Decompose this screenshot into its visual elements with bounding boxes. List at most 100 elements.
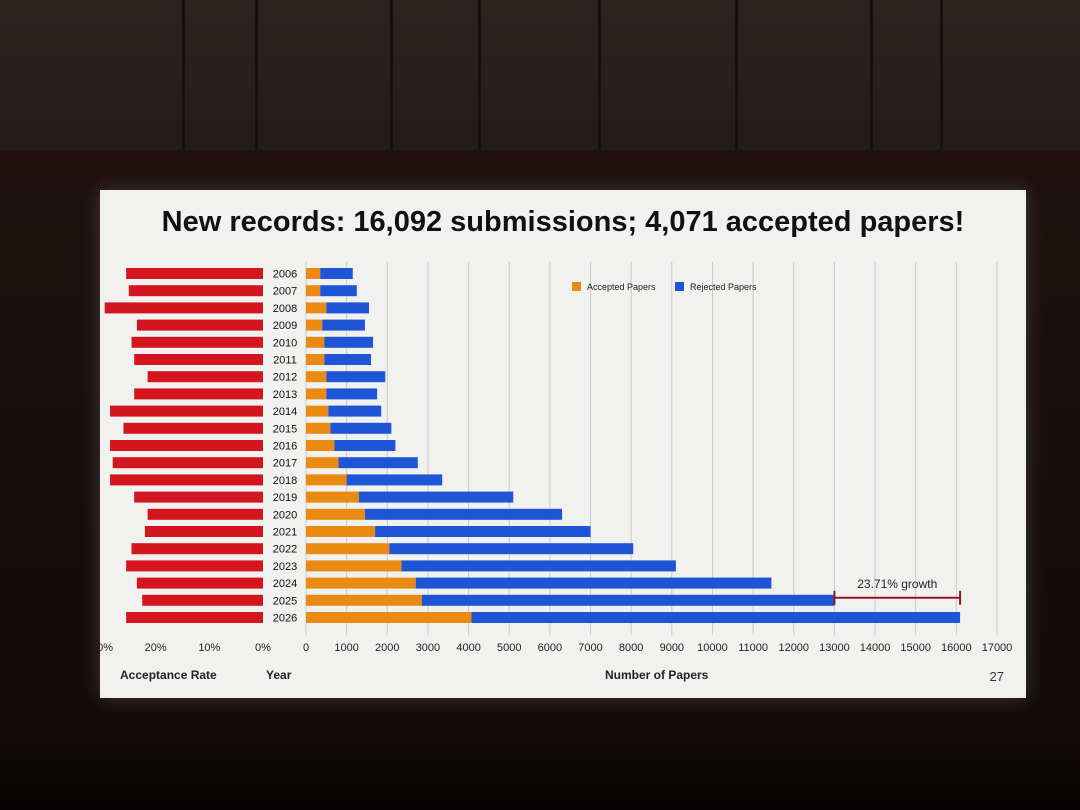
- year-label: 2020: [273, 509, 297, 521]
- presentation-slide: New records: 16,092 submissions; 4,071 a…: [100, 190, 1026, 698]
- rejected-papers-bar: [324, 354, 372, 365]
- acceptance-rate-bar: [131, 336, 263, 348]
- rate-tick-label: 0%: [255, 642, 271, 654]
- growth-annotation-label: 23.71% growth: [857, 577, 937, 591]
- acceptance-rate-bar: [136, 319, 263, 331]
- rejected-papers-bar: [389, 543, 634, 555]
- rejected-papers-bar: [358, 491, 514, 503]
- acceptance-rate-bar: [126, 268, 264, 279]
- rate-tick-label: 30%: [100, 642, 113, 654]
- papers-tick-label: 9000: [660, 642, 684, 654]
- papers-tick-label: 12000: [778, 642, 809, 654]
- ceiling-beam: [940, 0, 943, 150]
- legend-label-rejected: Rejected Papers: [690, 282, 757, 292]
- accepted-papers-bar: [306, 302, 327, 314]
- accepted-papers-bar: [306, 526, 376, 537]
- year-label: 2024: [273, 578, 297, 590]
- papers-tick-label: 16000: [941, 642, 972, 654]
- acceptance-rate-bar: [142, 594, 263, 606]
- rejected-papers-bar: [328, 405, 382, 417]
- rejected-papers-bar: [364, 508, 563, 520]
- ceiling-beam: [598, 0, 601, 150]
- accepted-papers-bar: [306, 319, 323, 331]
- acceptance-rate-bar: [134, 491, 263, 503]
- legend-swatch-accepted: [572, 282, 581, 291]
- year-label: 2015: [273, 423, 297, 435]
- rejected-papers-bar: [320, 285, 357, 297]
- rejected-papers-bar: [401, 560, 676, 572]
- year-label: 2012: [273, 372, 297, 384]
- acceptance-rate-bar: [134, 354, 263, 365]
- accepted-papers-bar: [306, 508, 365, 520]
- rejected-papers-bar: [326, 371, 386, 383]
- rejected-papers-bar: [324, 336, 374, 348]
- ceiling-beam: [182, 0, 185, 150]
- accepted-papers-bar: [306, 268, 321, 279]
- year-label: 2008: [273, 303, 297, 315]
- acceptance-rate-bar: [126, 612, 264, 623]
- papers-tick-label: 14000: [860, 642, 891, 654]
- acceptance-rate-bar: [123, 422, 263, 434]
- accepted-papers-bar: [306, 491, 359, 503]
- year-label: 2009: [273, 320, 297, 332]
- year-label: 2011: [273, 355, 297, 367]
- accepted-papers-bar: [306, 577, 416, 589]
- accepted-papers-bar: [306, 543, 390, 555]
- acceptance-rate-bar: [147, 508, 263, 520]
- accepted-papers-bar: [306, 457, 339, 469]
- papers-tick-label: 15000: [900, 642, 931, 654]
- papers-tick-label: 11000: [738, 642, 768, 654]
- papers-tick-label: 0: [303, 642, 309, 654]
- accepted-papers-bar: [306, 405, 329, 417]
- ceiling-beam: [255, 0, 258, 150]
- legend-swatch-rejected: [675, 282, 684, 291]
- year-label: 2025: [273, 595, 297, 607]
- accepted-papers-bar: [306, 371, 327, 383]
- acceptance-rate-bar: [144, 526, 263, 537]
- papers-tick-label: 10000: [697, 642, 728, 654]
- slide-page-number: 27: [989, 669, 1004, 684]
- rejected-papers-bar: [320, 268, 353, 279]
- ceiling: [0, 0, 1080, 160]
- chart-canvas: 0 1000 2000 3000 4000 5000 6000 7000 8000 9000 100…: [100, 262, 1012, 654]
- papers-axis-label: Number of Papers: [605, 668, 709, 682]
- accepted-papers-bar: [306, 354, 325, 365]
- accepted-papers-bar: [306, 594, 422, 606]
- acceptance-rate-bar: [112, 457, 263, 469]
- papers-tick-label: 1000: [334, 642, 358, 654]
- ceiling-beam: [735, 0, 738, 150]
- acceptance-rate-axis-label: Acceptance Rate: [120, 668, 217, 682]
- acceptance-rate-bar: [126, 560, 264, 572]
- year-label: 2017: [273, 458, 297, 470]
- rejected-papers-bar: [375, 526, 591, 537]
- acceptance-rate-bar: [110, 440, 263, 451]
- year-label: 2018: [273, 475, 297, 487]
- rejected-papers-bar: [326, 302, 370, 314]
- acceptance-rate-bar: [104, 302, 263, 314]
- acceptance-rate-bar: [131, 543, 263, 555]
- accepted-papers-bar: [306, 336, 325, 348]
- rejected-papers-bar: [338, 457, 418, 469]
- accepted-papers-bar: [306, 422, 331, 434]
- rejected-papers-bar: [415, 577, 772, 589]
- acceptance-rate-bar: [136, 577, 263, 589]
- year-label: 2006: [273, 269, 297, 281]
- ceiling-beam: [390, 0, 393, 150]
- acceptance-rate-bar: [128, 285, 263, 297]
- ceiling-beam: [870, 0, 873, 150]
- papers-tick-label: 2000: [375, 642, 399, 654]
- papers-tick-label: 7000: [578, 642, 602, 654]
- papers-tick-label: 4000: [456, 642, 480, 654]
- papers-tick-label: 8000: [619, 642, 643, 654]
- rejected-papers-bar: [471, 612, 961, 623]
- year-label: 2023: [273, 561, 297, 573]
- rejected-papers-bar: [421, 594, 835, 606]
- audience-shadow: [0, 735, 1080, 810]
- accepted-papers-bar: [306, 388, 327, 400]
- year-label: 2026: [273, 613, 297, 625]
- accepted-papers-bar: [306, 560, 402, 572]
- accepted-papers-bar: [306, 440, 335, 451]
- papers-tick-label: 6000: [538, 642, 562, 654]
- year-label: 2010: [273, 337, 297, 349]
- year-label: 2014: [273, 406, 297, 418]
